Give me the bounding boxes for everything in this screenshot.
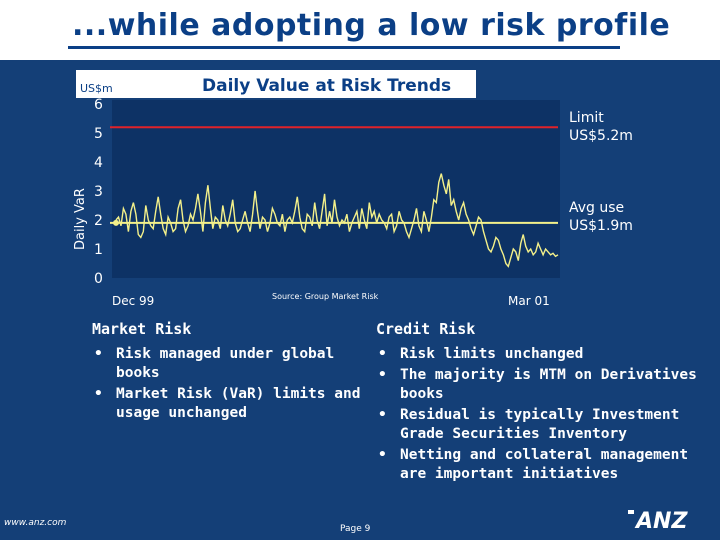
slide-title: ...while adopting a low risk profile	[72, 8, 671, 43]
y-axis-label: Daily VaR	[73, 188, 88, 250]
plot-area	[112, 100, 560, 278]
credit-risk-heading: Credit Risk	[376, 320, 476, 338]
chart-title: Daily Value at Risk Trends	[202, 76, 451, 96]
avg-label-line2: US$1.9m	[569, 218, 633, 234]
market-risk-bullet: Market Risk (VaR) limits and usage uncha…	[92, 385, 382, 423]
avg-label-line1: Avg use	[569, 200, 624, 216]
chart-title-bg	[76, 70, 476, 98]
average-marker	[113, 219, 119, 226]
x-tick-end: Mar 01	[508, 294, 550, 308]
market-risk-heading: Market Risk	[92, 320, 192, 338]
y-tick-label: 5	[94, 126, 103, 142]
var-series-line	[115, 173, 559, 268]
y-tick-label: 4	[94, 155, 103, 171]
chart-source: Source: Group Market Risk	[272, 292, 379, 301]
y-tick-label: 1	[94, 242, 103, 258]
credit-risk-bullet: Risk limits unchanged	[376, 345, 701, 364]
x-tick-start: Dec 99	[112, 294, 154, 308]
footer-url: www.anz.com	[4, 518, 67, 528]
title-rule	[68, 46, 620, 49]
limit-label-line2: US$5.2m	[569, 128, 633, 144]
credit-risk-bullet: Netting and collateral management are im…	[376, 446, 701, 484]
y-tick-label: 0	[94, 271, 103, 287]
market-risk-list: Risk managed under global books Market R…	[92, 345, 382, 425]
page-number: Page 9	[340, 524, 371, 534]
units-label: US$m	[80, 82, 113, 95]
y-tick-label: 2	[94, 213, 103, 229]
credit-risk-bullet: Residual is typically Investment Grade S…	[376, 406, 701, 444]
credit-risk-list: Risk limits unchanged The majority is MT…	[376, 345, 701, 486]
y-tick-labels: 0 1 2 3 4 5 6	[94, 97, 103, 287]
y-tick-label: 3	[94, 184, 103, 200]
limit-label-line1: Limit	[569, 110, 604, 126]
logo-text: ANZ	[634, 509, 688, 532]
market-risk-bullet: Risk managed under global books	[92, 345, 382, 383]
y-tick-label: 6	[94, 97, 103, 113]
anz-logo: ANZ	[628, 509, 688, 532]
credit-risk-bullet: The majority is MTM on Derivatives books	[376, 366, 701, 404]
